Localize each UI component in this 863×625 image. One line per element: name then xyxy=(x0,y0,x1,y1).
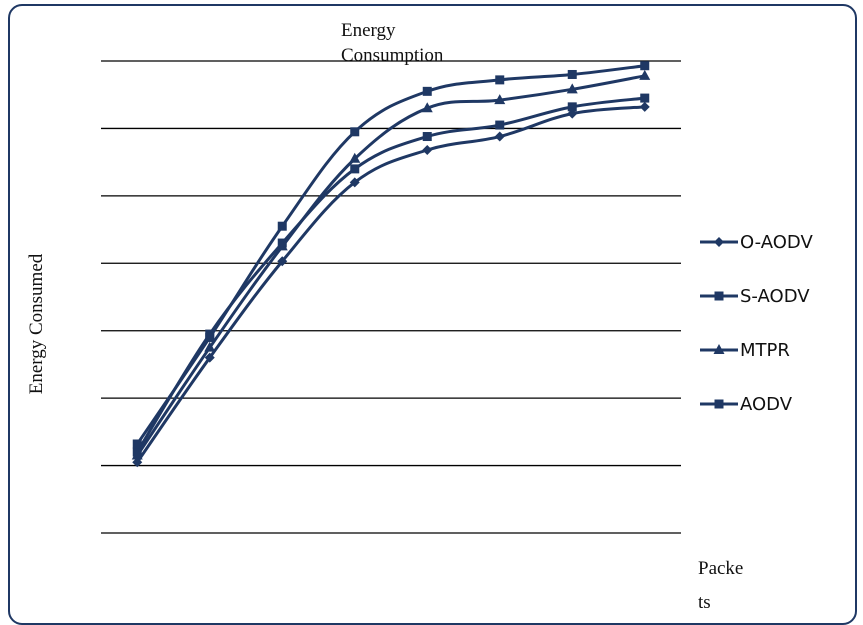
data-point-s-aodv xyxy=(640,93,650,103)
legend-label-mtpr: MTPR xyxy=(740,340,790,361)
data-point-o-aodv xyxy=(494,131,505,142)
legend-item-mtpr: MTPR xyxy=(700,340,790,361)
legend-label-o-aodv: O-AODV xyxy=(740,232,813,253)
x-axis-label-line-2: ts xyxy=(698,592,711,613)
series-o-aodv xyxy=(132,101,650,468)
data-point-s-aodv xyxy=(495,120,505,130)
data-point-s-aodv xyxy=(422,132,432,142)
data-point-mtpr xyxy=(349,152,361,163)
data-point-mtpr xyxy=(566,83,578,94)
series-lines xyxy=(131,61,651,468)
data-point-o-aodv xyxy=(277,256,288,267)
legend-item-s-aodv: S-AODV xyxy=(700,286,810,307)
data-point-mtpr xyxy=(494,94,506,105)
series-aodv xyxy=(132,61,650,449)
y-axis-label: Energy Consumed xyxy=(26,253,47,395)
series-s-aodv xyxy=(132,93,650,457)
data-point-mtpr xyxy=(276,240,288,251)
data-point-mtpr xyxy=(421,102,433,113)
gridlines xyxy=(101,60,681,534)
data-point-s-aodv xyxy=(350,164,360,174)
data-point-mtpr xyxy=(204,341,216,352)
legend: O-AODV S-AODV MTPR AODV xyxy=(700,232,813,415)
legend-marker-o-aodv xyxy=(714,237,724,247)
data-point-mtpr xyxy=(131,449,143,460)
series-line-o-aodv xyxy=(136,105,645,464)
legend-label-aodv: AODV xyxy=(740,394,793,415)
x-axis-label-line-1: Packe xyxy=(698,558,744,579)
data-point-o-aodv xyxy=(422,145,433,156)
series-line-s-aodv xyxy=(135,96,645,453)
data-point-aodv xyxy=(205,332,215,342)
data-point-aodv xyxy=(132,439,142,449)
series-line-aodv xyxy=(136,64,645,445)
legend-marker-aodv xyxy=(714,399,724,409)
data-point-mtpr xyxy=(639,69,651,80)
data-point-o-aodv xyxy=(132,457,143,468)
data-point-o-aodv xyxy=(349,177,360,188)
data-point-aodv xyxy=(277,221,287,231)
legend-marker-s-aodv xyxy=(714,291,724,301)
data-point-aodv xyxy=(495,75,505,85)
data-point-o-aodv xyxy=(204,352,215,363)
data-point-s-aodv xyxy=(567,102,577,112)
legend-item-aodv: AODV xyxy=(700,394,793,415)
data-point-aodv xyxy=(640,61,650,71)
chart-title-line-2: Consumption xyxy=(341,45,444,66)
data-point-aodv xyxy=(567,69,577,79)
data-point-aodv xyxy=(350,127,360,137)
data-point-o-aodv xyxy=(639,101,650,112)
legend-label-s-aodv: S-AODV xyxy=(740,286,810,307)
series-mtpr xyxy=(131,69,651,460)
legend-item-o-aodv: O-AODV xyxy=(700,232,813,253)
legend-marker-mtpr xyxy=(713,344,725,354)
chart-title-line-1: Energy xyxy=(341,20,396,41)
data-point-aodv xyxy=(422,86,432,96)
